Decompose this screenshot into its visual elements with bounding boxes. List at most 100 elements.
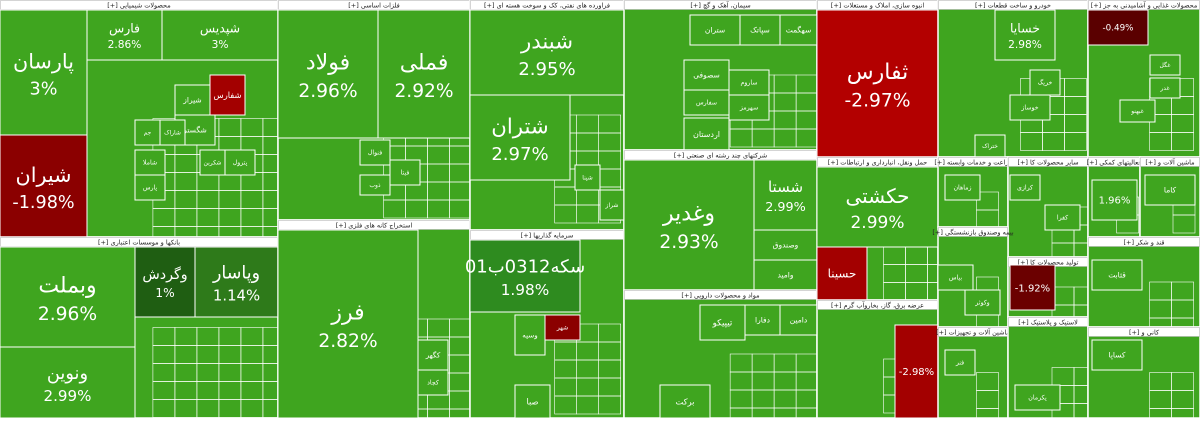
tile-name: شاملا — [143, 160, 157, 167]
tile-name: ساروم — [740, 80, 757, 87]
tile — [359, 139, 391, 166]
tile-name: فنوال — [368, 150, 382, 157]
tile-name: سهگمت — [786, 26, 812, 35]
tile — [816, 166, 939, 248]
sector-title: محصولات غذایی و آشامیدنی به جز [+] — [1091, 0, 1198, 9]
tile-name: سصوفی — [693, 71, 720, 80]
sector-title: بیمه وصندوق بازنشستگی [+] — [932, 228, 1013, 236]
tile-name: شیراز — [182, 96, 201, 105]
sector-title: عرضه برق، گاز، بخاروآب گرم [+] — [831, 300, 924, 309]
tile-name: شستا — [768, 178, 803, 196]
tile-name: فیتا — [401, 170, 410, 177]
sector: کانی و [+] کساپا — [1087, 326, 1200, 422]
tile — [1009, 94, 1051, 121]
tile-name: وسپه — [522, 331, 537, 340]
tile-change: 2.97% — [491, 144, 548, 165]
sector-title: سیمان، آهک و گچ [+] — [690, 0, 750, 9]
tile — [1149, 54, 1181, 76]
sector: محصولات شیمیایی [+] پارسان 3% شیران -1.98% فا… — [0, 0, 286, 245]
sector: فعالیتهای کمکی [+] 1.96% — [1087, 156, 1142, 238]
tile — [944, 349, 976, 376]
small-cell — [598, 395, 622, 415]
sector: شرکتهای چند رشته ای صنعتی [+] وغدیر 2.93% ش… — [623, 149, 819, 293]
tile-change: 2.92% — [394, 81, 453, 102]
tile-change: -1.92% — [1015, 283, 1050, 294]
tile-change: 2.96% — [38, 304, 97, 325]
sector-title: سایر محصولات کا [+] — [1017, 158, 1078, 166]
tile-name: شپدیس — [200, 21, 240, 37]
tile-change: 3% — [30, 79, 58, 99]
tile-change: 2.95% — [518, 59, 575, 80]
sector-title: محصولات شیمیایی [+] — [107, 1, 170, 9]
tile-name: جم — [144, 130, 152, 137]
tile-name: کساپا — [1109, 351, 1126, 360]
tile-name: سپاتک — [750, 26, 770, 35]
tile-name: سکه0312ب01 — [465, 256, 585, 277]
tile — [699, 304, 746, 341]
tile — [1029, 69, 1061, 96]
tile-change: 2.93% — [659, 232, 718, 253]
tile — [0, 9, 88, 136]
tile-change: 2.96% — [298, 81, 357, 102]
sector: بیمه وصندوق بازنشستگی [+] بیاس وکوثر — [932, 226, 1014, 332]
tile-name: فنر — [955, 360, 964, 367]
tile-change: 2.86% — [108, 38, 142, 51]
tile-name: وپاسار — [212, 264, 260, 284]
tile — [469, 94, 571, 181]
tile — [0, 246, 136, 348]
tile-name: حسینا — [828, 267, 857, 281]
tile-change: -2.98% — [899, 367, 934, 378]
tile-name: وگردش — [142, 266, 187, 283]
tile-name: خسایا — [1010, 21, 1040, 36]
sector: بانکها و موسسات اعتباری [+] وبملت 2.96% ونو… — [0, 236, 286, 419]
tile-name: ذوب — [369, 182, 381, 189]
sector: مواد و محصولات دارویی [+] تیپیکو دفارا دامی… — [623, 289, 819, 422]
sector-title: فلزات اساسی [+] — [348, 1, 400, 9]
tile — [544, 314, 581, 341]
tile-name: کگهر — [425, 351, 441, 360]
tile — [994, 9, 1056, 61]
small-cell — [1171, 132, 1194, 151]
sector: عرضه برق، گاز، بخاروآب گرم [+] -2.98% — [816, 299, 950, 419]
sector: انبوه سازی، املاک و مستغلات [+] ثفارس -2.9… — [816, 0, 950, 158]
sector: زراعت و خدمات وابسته [+] زماهان — [934, 156, 1012, 229]
sector: ماشین آلات و تجهیزات [+] فنر — [936, 326, 1010, 422]
sector-title: مواد و محصولات دارویی [+] — [681, 291, 759, 299]
tile-name: صبا — [526, 396, 538, 406]
sector: لاستیک و پلاستیک [+] پکرمان — [1007, 316, 1097, 422]
tile — [728, 69, 770, 96]
sector: سیمان، آهک و گچ [+] ستران سپاتک سهگمت سصوفی س… — [623, 0, 819, 151]
tile — [1044, 204, 1081, 231]
sector-title: کانی و [+] — [1129, 328, 1160, 336]
tile — [469, 9, 625, 96]
tile — [964, 289, 1001, 316]
sector: سرمایه گذاریها [+] سکه0312ب01 1.98% شهر وسپه… — [465, 229, 625, 419]
sector: قند و شکر [+] قثابت — [1087, 236, 1200, 337]
tile-name: پکرمان — [1028, 395, 1047, 402]
sector: خودرو و ساخت قطعات [+] خسایا 2.98% خریگ خوسا… — [937, 0, 1089, 158]
tile — [1087, 9, 1149, 46]
tile-change: 2.82% — [318, 331, 377, 352]
tile — [816, 9, 939, 158]
tile-name: ثفارس — [847, 60, 908, 85]
tile-name: غبهنو — [1130, 108, 1144, 115]
sector-title: قند و شکر [+] — [1124, 238, 1165, 246]
tile — [159, 119, 186, 146]
tile — [277, 229, 419, 419]
sector-title: ماشین آلات و تجهیزات [+] — [936, 327, 1010, 336]
sector-title: ماشین آلات و [+] — [1145, 157, 1194, 166]
sector: ماشین آلات و [+] کاما — [1139, 156, 1200, 238]
tile — [1014, 384, 1061, 411]
tile-name: شراز — [605, 202, 619, 209]
tile-name: فارس — [109, 21, 140, 37]
tile — [689, 14, 741, 46]
tile — [174, 84, 211, 116]
sector: فلزات اساسی [+] فولاد 2.96% فملی 2.92% فنوال ذ… — [277, 0, 472, 221]
sector-title: فعالیتهای کمکی [+] — [1087, 158, 1142, 166]
tile — [417, 369, 449, 396]
tile-change: 2.98% — [1008, 38, 1042, 51]
tile-name: ستران — [705, 26, 725, 35]
tile — [599, 189, 625, 221]
tile-name: حکشتی — [846, 184, 910, 208]
